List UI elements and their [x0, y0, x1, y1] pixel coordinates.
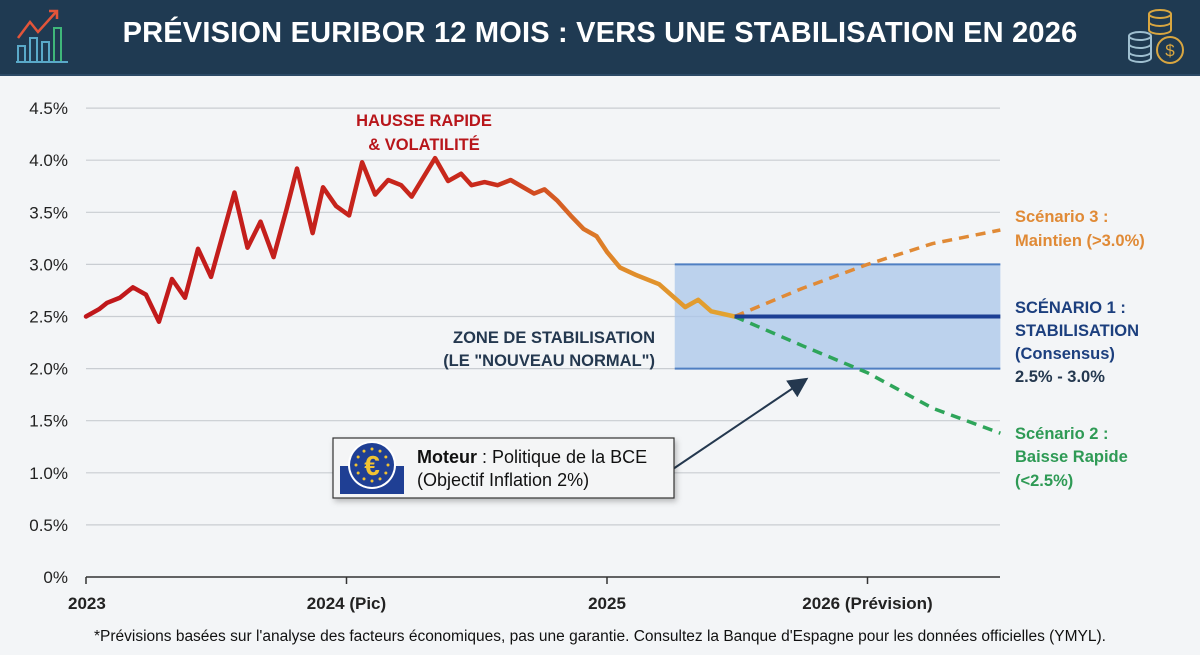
historical-euribor-line [83, 155, 737, 324]
peak-annotation-line2: & VOLATILITÉ [368, 135, 480, 154]
driver-text-line2: (Objectif Inflation 2%) [417, 470, 589, 490]
scenario1-label-line2: STABILISATION [1015, 322, 1139, 340]
y-tick-label: 1.5% [29, 412, 68, 431]
star [370, 479, 374, 483]
rising-bar-chart-icon [16, 9, 68, 63]
x-tick-label: 2024 (Pic) [307, 594, 386, 613]
svg-text:€: € [364, 450, 380, 481]
zone-label-line1: ZONE DE STABILISATION [453, 329, 655, 347]
driver-text-line1: Moteur : Politique de la BCE [417, 447, 647, 467]
scenario3-label-line1: Scénario 3 : [1015, 208, 1109, 226]
driver-arrow [672, 377, 809, 470]
svg-text:$: $ [1165, 41, 1175, 60]
page-title: PRÉVISION EURIBOR 12 MOIS : VERS UNE STA… [122, 17, 1078, 49]
star [356, 455, 360, 459]
scenario2-line [733, 314, 1001, 435]
star [354, 463, 358, 467]
y-tick-label: 1.0% [29, 464, 68, 483]
y-tick-label: 0% [43, 568, 68, 587]
y-tick-label: 2.0% [29, 360, 68, 379]
zone-label-line2: (LE "NOUVEAU NORMAL") [443, 352, 655, 370]
y-tick-label: 3.0% [29, 255, 68, 274]
x-tick-label: 2023 [68, 594, 106, 613]
stabilisation-zone [674, 263, 1001, 370]
star [362, 477, 366, 481]
footer-disclaimer: *Prévisions basées sur l'analyse des fac… [93, 628, 1106, 645]
y-tick-label: 2.5% [29, 308, 68, 327]
peak-annotation-line1: HAUSSE RAPIDE [356, 112, 492, 130]
x-tick-label: 2025 [588, 594, 626, 613]
scenario2-label-line1: Scénario 2 : [1015, 425, 1109, 443]
y-axis: 0% 0.5% 1.0% 1.5% 2.0% 2.5% 3.0% 3.5% 4.0% 4.5% [29, 99, 68, 587]
star [384, 455, 388, 459]
scenario1-label-line4: 2.5% - 3.0% [1015, 368, 1105, 386]
scenario2-label-line3: (<2.5%) [1015, 472, 1073, 490]
y-tick-label: 3.5% [29, 203, 68, 222]
scenario1-label-line1: SCÉNARIO 1 : [1015, 298, 1126, 317]
series-lines [83, 155, 1001, 435]
gridlines [86, 107, 1000, 578]
y-tick-label: 0.5% [29, 516, 68, 535]
star [362, 449, 366, 453]
star [356, 471, 360, 475]
driver-callout-box: € Moteur : Politique de la BCE (Objectif… [332, 437, 675, 499]
scenario2-label-line2: Baisse Rapide [1015, 448, 1128, 466]
scenario3-line [733, 228, 1001, 319]
scenario3-label-line2: Maintien (>3.0%) [1015, 232, 1145, 250]
star [370, 447, 374, 451]
zone-rect [674, 264, 1001, 369]
star [378, 449, 382, 453]
x-tick-label: 2026 (Prévision) [802, 594, 932, 613]
header-bar: PRÉVISION EURIBOR 12 MOIS : VERS UNE STA… [0, 0, 1200, 76]
star [378, 477, 382, 481]
euro-ecb-stars-icon: € [340, 441, 404, 494]
coin-stacks-dollar-icon: $ [1128, 9, 1184, 64]
y-tick-label: 4.5% [29, 99, 68, 118]
star [384, 471, 388, 475]
scenario1-label-line3: (Consensus) [1015, 345, 1115, 363]
y-tick-label: 4.0% [29, 151, 68, 170]
x-axis: 2023 2024 (Pic) 2025 2026 (Prévision) [68, 577, 933, 613]
star [386, 463, 390, 467]
